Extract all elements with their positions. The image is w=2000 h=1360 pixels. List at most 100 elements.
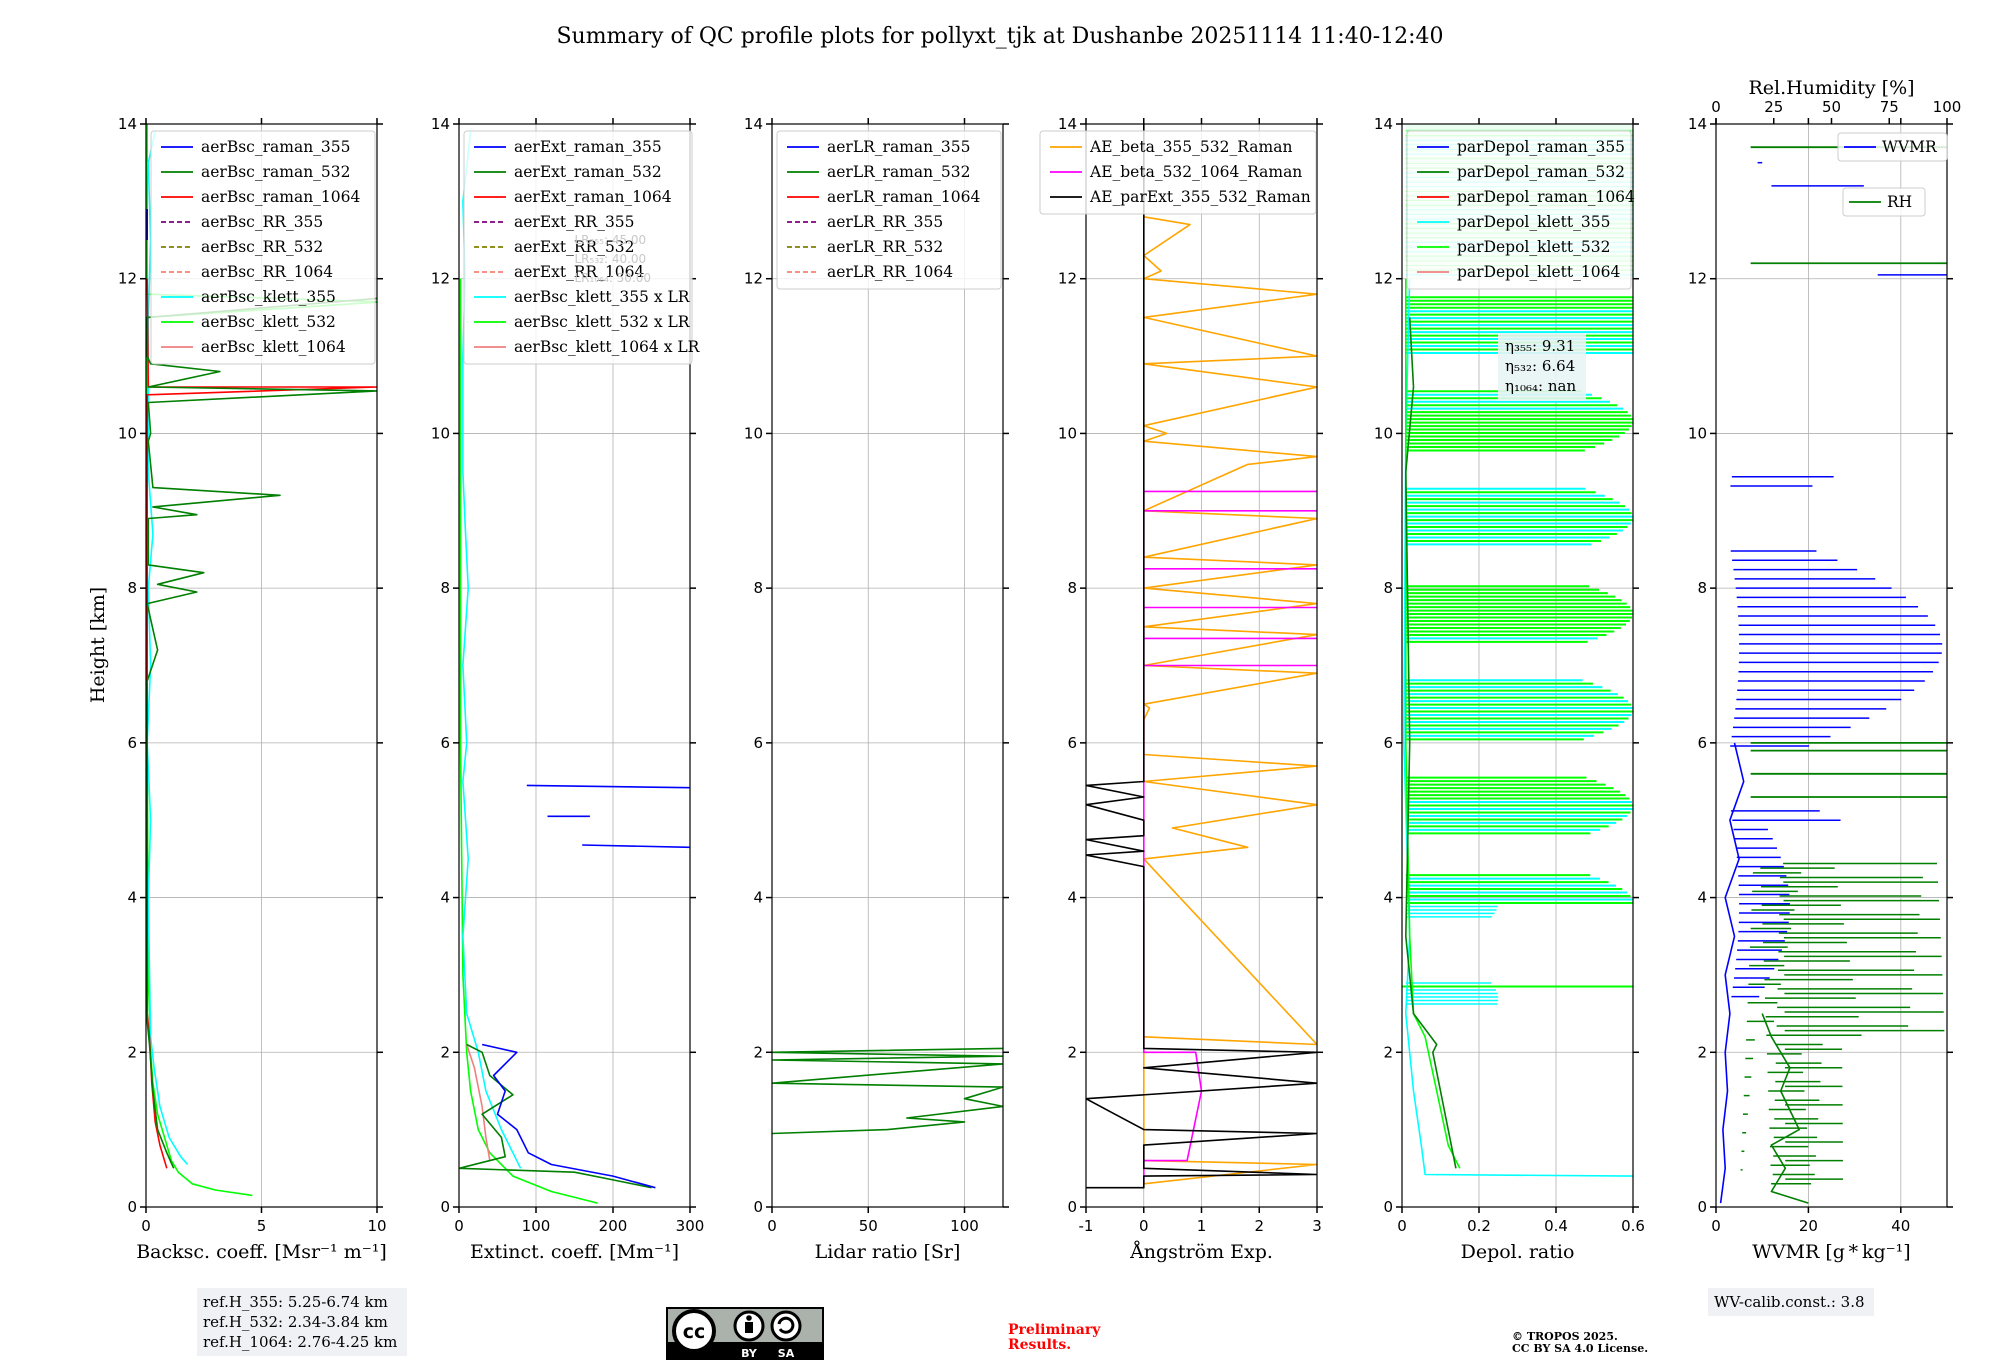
x-tick-label: 10 — [367, 1217, 386, 1235]
panel-5: 0 2 4 6 8 10 12 14 0 0.2 0.4 0.6 Depol. ratio parDepo… — [1374, 115, 1645, 1263]
reference-height-note: ref.H_355: 5.25-6.74 km — [203, 1293, 388, 1311]
legend-label: parDepol_raman_355 — [1457, 138, 1625, 156]
y-tick-label: 14 — [431, 115, 450, 133]
legend-label: aerBsc_klett_1064 x LR — [514, 338, 701, 356]
legend-box — [1406, 130, 1632, 290]
legend-label: aerBsc_raman_1064 — [201, 188, 361, 206]
legend-label: RH — [1887, 193, 1912, 211]
legend-label: aerBsc_klett_355 x LR — [514, 288, 691, 306]
cc-logo-text: cc — [683, 1321, 706, 1343]
x-tick-label: 100 — [950, 1217, 979, 1235]
y-tick-label: 6 — [1383, 734, 1393, 752]
y-tick-label: 2 — [1067, 1043, 1077, 1061]
legend-label: aerExt_RR_1064 — [514, 263, 645, 281]
x-axis-label: WVMR [g * kg⁻¹] — [1752, 1241, 1910, 1263]
x-tick-label: 0 — [1711, 1217, 1721, 1235]
series-aerext-raman-355-c — [582, 844, 690, 849]
x2-tick-label: 50 — [1822, 98, 1841, 116]
y-tick-label: 12 — [118, 270, 137, 288]
copyright-note: © TROPOS 2025. — [1512, 1330, 1618, 1343]
legend-label: aerBsc_klett_355 — [201, 288, 336, 306]
y-tick-label: 10 — [118, 424, 137, 442]
y-tick-label: 0 — [753, 1198, 763, 1216]
y-tick-label: 2 — [753, 1043, 763, 1061]
series-aerbsc-klett-532-x-lr — [459, 278, 598, 1204]
legend: aerLR_raman_355 aerLR_raman_532 aerLR_rama… — [776, 130, 1002, 290]
legend-label: parDepol_raman_532 — [1457, 163, 1625, 181]
series-group — [1719, 146, 1947, 1204]
legend: aerExt_raman_355 aerExt_raman_532 aerExt_r… — [463, 130, 701, 365]
legend-box — [150, 130, 376, 365]
x-tick-label: 1 — [1197, 1217, 1207, 1235]
x-axis-label: Backsc. coeff. [Msr⁻¹ m⁻¹] — [136, 1241, 387, 1263]
x2-tick-label: 100 — [1933, 98, 1962, 116]
legend-label: aerLR_RR_532 — [827, 238, 943, 256]
x-tick-label: -1 — [1079, 1217, 1094, 1235]
legend: parDepol_raman_355 parDepol_raman_532 parD… — [1406, 130, 1635, 290]
x2-tick-label: 75 — [1880, 98, 1899, 116]
y-tick-label: 10 — [1058, 424, 1077, 442]
legend: AE_beta_355_532_Raman AE_beta_532_1064_Ra… — [1039, 130, 1317, 215]
y-tick-label: 8 — [127, 579, 137, 597]
preliminary-note-2: Results. — [1008, 1337, 1071, 1353]
y-tick-label: 12 — [431, 270, 450, 288]
series-ae-parext-355-532-raman — [1086, 124, 1317, 1189]
y-tick-label: 12 — [744, 270, 763, 288]
series-pardepol-klett-355 — [1403, 278, 1633, 1177]
x-axis-label: Lidar ratio [Sr] — [815, 1241, 961, 1263]
legend-box — [1837, 132, 1948, 162]
reference-height-note: ref.H_532: 2.34-3.84 km — [203, 1313, 388, 1331]
legend-label: aerBsc_klett_532 — [201, 313, 336, 331]
y-tick-label: 0 — [1383, 1198, 1393, 1216]
x-tick-label: 0.4 — [1544, 1217, 1568, 1235]
cc-sa-label: SA — [778, 1347, 795, 1360]
figure-title: Summary of QC profile plots for pollyxt_… — [556, 24, 1443, 49]
legend-label: aerLR_raman_532 — [827, 163, 970, 181]
series-aerbsc-klett-355-x-lr — [462, 131, 522, 1169]
sa-icon — [770, 1310, 802, 1342]
y-tick-label: 4 — [1067, 889, 1077, 907]
y-tick-label: 10 — [431, 424, 450, 442]
legend-label: AE_parExt_355_532_Raman — [1089, 188, 1311, 206]
legend-label: AE_beta_355_532_Raman — [1089, 138, 1292, 156]
x-tick-label: 0 — [454, 1217, 464, 1235]
legend-label: aerExt_RR_532 — [514, 238, 635, 256]
legend-label: WVMR — [1882, 138, 1938, 156]
series-group — [459, 131, 690, 1204]
wv-calib-note: WV-calib.const.: 3.8 — [1714, 1293, 1865, 1311]
legend-label: aerBsc_raman_532 — [201, 163, 351, 181]
eta-label: η₅₃₂: 6.64 — [1505, 357, 1575, 375]
y-tick-label: 8 — [440, 579, 450, 597]
y-tick-label: 12 — [1058, 270, 1077, 288]
legend-box — [463, 130, 693, 365]
x-tick-label: 0.6 — [1621, 1217, 1645, 1235]
legend-label: parDepol_klett_355 — [1457, 213, 1610, 231]
y-tick-label: 14 — [1688, 115, 1707, 133]
series-aerext-raman-355 — [481, 1043, 656, 1189]
y-tick-label: 6 — [1067, 734, 1077, 752]
y-tick-label: 10 — [1688, 424, 1707, 442]
x-tick-label: 2 — [1254, 1217, 1264, 1235]
eta-label: η₃₅₅: 9.31 — [1505, 337, 1575, 355]
series-aerbsc-klett-355 — [146, 131, 189, 1166]
x-tick-label: 200 — [599, 1217, 628, 1235]
panel-3: 0 2 4 6 8 10 12 14 0 50 100 Lidar ratio [Sr] aerLR_r… — [744, 115, 1009, 1263]
legend-label: aerBsc_klett_532 x LR — [514, 313, 691, 331]
legend-label: aerExt_raman_355 — [514, 138, 662, 156]
footer: cc BY SA Preliminary Results. © TROPOS 2… — [666, 1307, 1648, 1360]
notes-box — [1708, 1288, 1874, 1316]
axes-frame — [1715, 123, 1948, 1208]
x2-tick-label: 0 — [1711, 98, 1721, 116]
eta-label: η₁₀₆₄: nan — [1505, 377, 1576, 395]
series-aerext-raman-1064 — [465, 1044, 491, 1161]
legend-box — [1842, 187, 1926, 217]
preliminary-note: Preliminary — [1008, 1322, 1101, 1338]
x-tick-label: 0 — [141, 1217, 151, 1235]
eta-box — [1498, 333, 1586, 401]
x-axis-label: Ångström Exp. — [1129, 1241, 1273, 1263]
legend-label: aerBsc_RR_355 — [201, 213, 323, 231]
license-note: CC BY SA 4.0 License. — [1512, 1342, 1648, 1355]
x-tick-label: 0 — [1139, 1217, 1149, 1235]
y-tick-label: 6 — [753, 734, 763, 752]
